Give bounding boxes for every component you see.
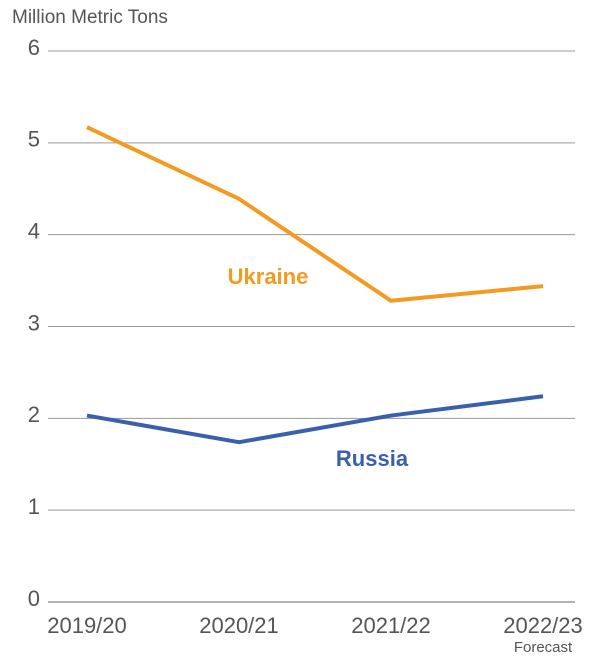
y-tick-label: 5 <box>28 127 40 152</box>
y-tick-label: 0 <box>28 586 40 611</box>
series-label: Ukraine <box>228 264 309 289</box>
line <box>86 125 544 303</box>
y-tick-label: 3 <box>28 310 40 335</box>
x-tick-label: 2021/22 <box>351 613 431 638</box>
annotation: Forecast <box>514 639 573 656</box>
y-tick-label: 4 <box>28 218 40 243</box>
y-tick-label: 2 <box>28 402 40 427</box>
x-tick-label: 2019/20 <box>47 613 127 638</box>
x-tick-label: 2022/23 <box>503 613 583 638</box>
y-axis-label: Million Metric Tons <box>12 7 168 28</box>
x-tick-label: 2020/21 <box>199 613 279 638</box>
series-label: Russia <box>336 446 409 471</box>
y-tick-label: 6 <box>28 35 40 60</box>
line <box>86 394 544 445</box>
y-tick-label: 1 <box>28 494 40 519</box>
